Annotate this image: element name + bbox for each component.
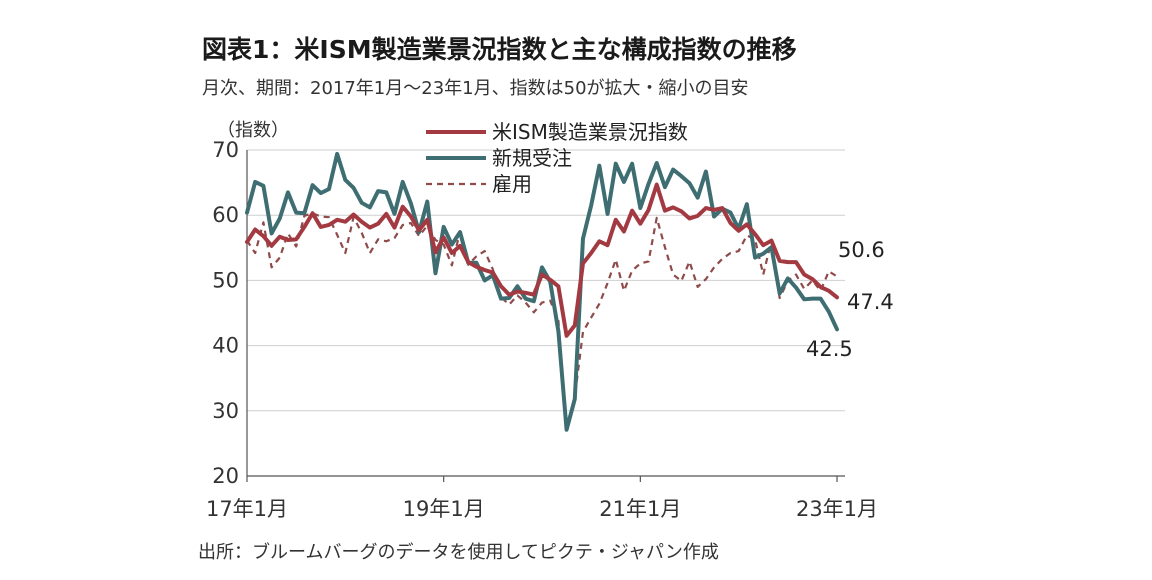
- source-note: 出所：ブルームバーグのデータを使用してピクテ・ジャパン作成: [198, 542, 719, 563]
- y-tick-label: 60: [212, 203, 239, 227]
- legend-label: 米ISM製造業景況指数: [492, 120, 688, 144]
- series-line-0: [245, 182, 839, 338]
- legend-label: 新規受注: [492, 146, 572, 170]
- annotation-label: 47.4: [847, 290, 894, 314]
- x-tick-label: 23年1月: [796, 497, 878, 521]
- chart-subtitle: 月次、期間：2017年1月～23年1月、指数は50が拡大・縮小の目安: [202, 78, 749, 99]
- x-tick-labels: 17年1月 19年1月 21年1月 23年1月: [206, 476, 878, 521]
- legend-label: 雇用: [492, 172, 532, 196]
- y-unit-label: （指数）: [217, 120, 289, 141]
- series-line-2: [246, 212, 838, 429]
- y-tick-label: 30: [212, 399, 239, 423]
- chart-title: 図表1：米ISM製造業景況指数と主な構成指数の推移: [202, 35, 797, 64]
- x-tick-label: 17年1月: [206, 497, 288, 521]
- y-tick-label: 50: [212, 268, 239, 292]
- y-tick-label: 20: [212, 464, 239, 488]
- y-tick-label: 70: [212, 138, 239, 162]
- annotation-label: 42.5: [806, 337, 853, 361]
- x-tick-label: 21年1月: [599, 497, 681, 521]
- series-lines: [245, 151, 839, 432]
- x-tick-label: 19年1月: [403, 497, 485, 521]
- y-tick-label: 40: [212, 334, 239, 358]
- series-line-1: [245, 151, 839, 432]
- annotation-label: 50.6: [838, 238, 885, 262]
- y-tick-labels: 70 60 50 40 30 20: [212, 138, 239, 488]
- end-value-annotations: 50.6 47.4 42.5: [806, 238, 894, 361]
- axes: [246, 150, 845, 477]
- grid-lines: [247, 149, 845, 412]
